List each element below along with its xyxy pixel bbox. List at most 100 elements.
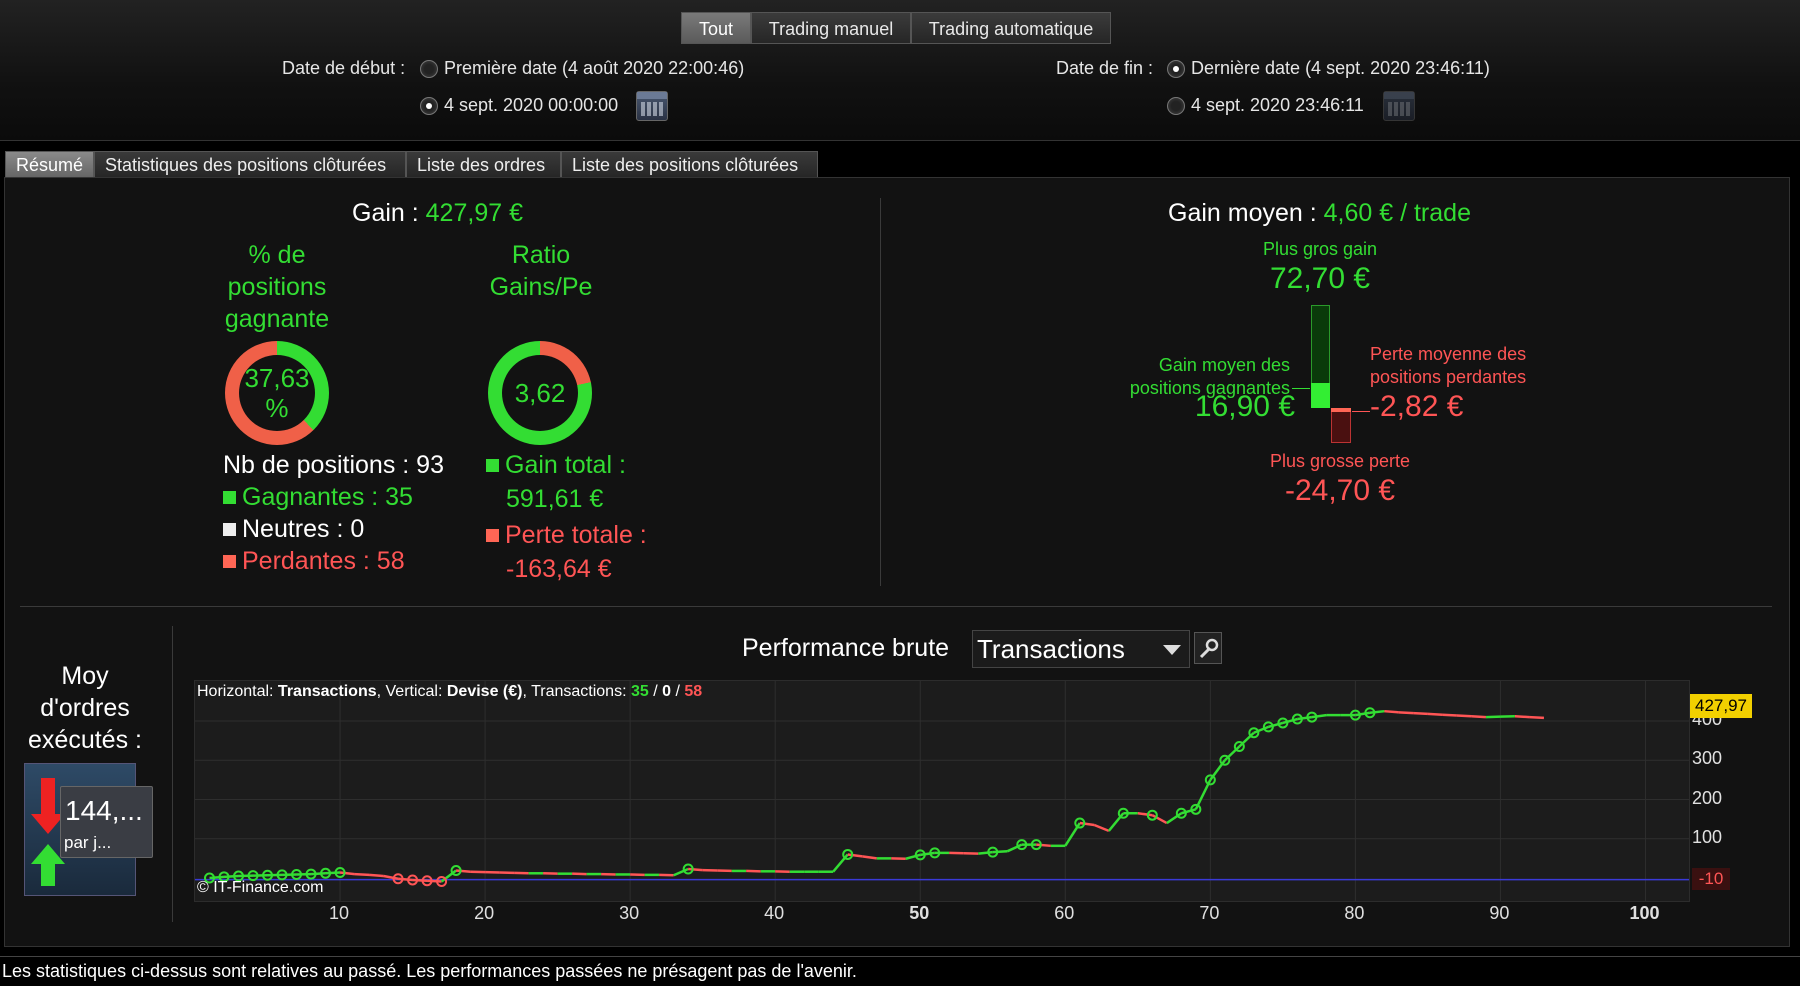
performance-title: Performance brute [742,634,949,663]
loss-bar [1331,408,1351,443]
series-line-segment [1312,715,1327,717]
win-legend-swatch [223,491,236,504]
x-tick-label: 40 [744,903,804,924]
series-line-segment [355,874,370,875]
series-line-segment [1399,712,1414,713]
tab-resume[interactable]: Résumé [5,151,94,177]
series-line-segment [326,873,341,874]
series-line-segment [1515,716,1530,717]
start-date-custom-value: 4 sept. 2020 00:00:00 [444,95,618,116]
series-line-segment [1457,716,1472,717]
min-value-badge: -10 [1692,868,1730,890]
start-date-first-label[interactable]: Première date (4 août 2020 22:00:46) [444,58,744,79]
perte-totale-label: Perte totale : [486,521,647,550]
ratio-title: Ratio Gains/Pe [486,239,596,303]
x-tick-label: 20 [454,903,514,924]
ratio-value: 3,62 [502,355,578,431]
series-line-segment [1109,813,1124,831]
gain-total-label: Gain total : [486,451,626,480]
x-tick-label: 90 [1469,903,1529,924]
pct-title-line2: positions [222,271,332,303]
start-date-custom-radio[interactable] [420,97,438,115]
losing-count: Perdantes : 58 [223,547,405,576]
last-value-badge: 427,97 [1690,694,1752,718]
start-date-first-radio[interactable] [420,60,438,78]
series-line-segment [848,854,863,856]
performance-select-value: Transactions [977,634,1125,665]
ratio-title-line1: Ratio [486,239,596,271]
neutral-count: Neutres : 0 [223,515,364,544]
performance-chart: Horizontal: Transactions, Vertical: Devi… [194,680,1690,902]
series-line-segment [1370,711,1385,713]
ratio-donut: 3,62 [488,341,592,445]
y-tick-label: 200 [1692,788,1722,809]
avg-winning-value: 16,90 € [1150,390,1295,424]
mode-tab-tout[interactable]: Tout [681,12,751,44]
perte-totale-value: -163,64 € [506,555,612,584]
series-line-segment [210,877,225,878]
performance-chart-svg [195,681,1689,901]
avg-winning-pointer [1292,388,1310,389]
series-line-segment [1225,747,1240,761]
series-line-segment [1138,813,1153,815]
series-line-segment [1239,733,1254,747]
top-bar: Tout Trading manuel Trading automatique … [0,0,1800,141]
series-line-segment [920,853,935,855]
start-date-label: Date de début : [282,58,405,79]
series-line-segment [224,876,239,877]
series-line-segment [311,873,326,874]
avg-losing-pointer [1352,411,1370,412]
series-line-segment [1355,713,1370,715]
series-line-segment [427,881,442,882]
pct-winning-value: 37,63% [239,355,315,431]
series-line-segment [1080,823,1095,825]
tab-liste-positions[interactable]: Liste des positions clôturées [561,151,818,177]
mode-tab-trading-manuel[interactable]: Trading manuel [751,12,911,44]
series-line-segment [1384,711,1399,712]
ratio-title-line2: Gains/Pe [486,271,596,303]
series-line-segment [1413,713,1428,714]
avg-losing-label: Perte moyenne des positions perdantes [1370,343,1526,389]
disclaimer-text: Les statistiques ci-dessus sont relative… [2,961,857,982]
avg-gain-value: 4,60 € / trade [1324,199,1471,227]
end-calendar-icon[interactable] [1383,91,1415,121]
end-date-custom-radio[interactable] [1167,97,1185,115]
series-line-segment [688,869,703,870]
x-tick-label: 60 [1034,903,1094,924]
end-date-last-radio[interactable] [1167,60,1185,78]
wrench-icon[interactable] [1194,632,1222,664]
y-tick-label: 100 [1692,827,1722,848]
avg-gain-bar-fill [1311,383,1330,408]
chart-watermark: © IT-Finance.com [197,879,324,897]
end-date-last-label[interactable]: Dernière date (4 sept. 2020 23:46:11) [1191,58,1490,79]
series-line-segment [993,851,1008,852]
tab-statistiques-positions[interactable]: Statistiques des positions clôturées [94,151,406,177]
start-calendar-icon[interactable] [636,91,668,121]
tab-liste-ordres[interactable]: Liste des ordres [406,151,561,177]
chevron-down-icon [1163,645,1181,655]
end-date-custom-value: 4 sept. 2020 23:46:11 [1191,95,1364,116]
avg-losing-value: -2,82 € [1370,390,1463,424]
orders-value: 144,... [65,795,143,827]
series-line-segment [1428,714,1443,715]
series-line-segment [1471,716,1486,717]
avg-gain-heading: Gain moyen : 4,60 € / trade [1168,199,1471,228]
mode-tab-trading-automatique[interactable]: Trading automatique [911,12,1111,44]
orders-tooltip: 144,... par j... [60,786,153,858]
avg-gain-label: Gain moyen : [1168,199,1317,227]
neutral-legend-swatch [223,523,236,536]
x-tick-label: 70 [1179,903,1239,924]
footer: Les statistiques ci-dessus sont relative… [0,956,1800,986]
performance-select[interactable]: Transactions [972,630,1190,668]
x-tick-label: 10 [309,903,369,924]
series-line-segment [1442,715,1457,716]
series-line-segment [833,854,848,871]
end-date-label: Date de fin : [1056,58,1153,79]
pct-title-line1: % de [222,239,332,271]
series-line-segment [384,876,399,879]
chart-legend: Horizontal: Transactions, Vertical: Devi… [197,683,702,701]
pct-winning-title: % de positions gagnante [222,239,332,335]
series-line-segment [413,880,428,881]
series-line-segment [398,879,413,880]
series-line-segment [369,875,384,876]
